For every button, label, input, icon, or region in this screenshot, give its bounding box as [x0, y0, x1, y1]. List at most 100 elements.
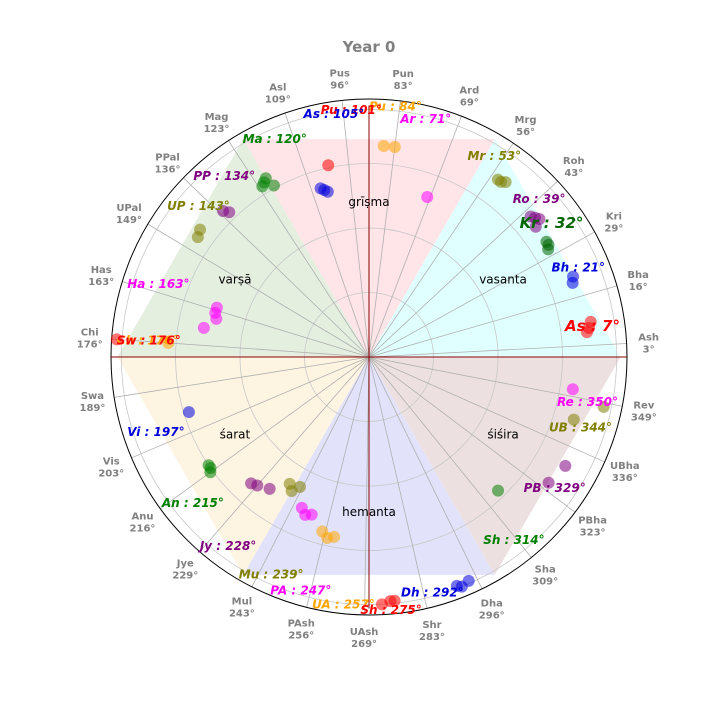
tick-label-name-12: Has	[91, 265, 112, 276]
grid-spoke-17	[199, 356, 370, 552]
tick-label-name-2: Kri	[606, 211, 622, 222]
tick-label-name-15: Vis	[103, 456, 120, 467]
data-point-8-2	[314, 182, 327, 195]
tick-label-degree-9: 123°	[204, 124, 230, 135]
tick-label-name-23: Sha	[535, 565, 556, 576]
tick-label-name-7: Pus	[330, 69, 350, 80]
tick-label-degree-18: 243°	[229, 608, 255, 619]
data-label-7: Pu : 101°	[321, 103, 382, 117]
tick-label-14: Swa 189°	[80, 391, 106, 414]
data-label-5: Ar : 71°	[399, 112, 451, 126]
data-point-19-2	[305, 508, 318, 521]
tick-labels: Ash 3° Bha 16° Kri 29° Roh 43° Mrg 56° Ard 69° Pun 83…	[77, 69, 659, 650]
data-label-6: Pu : 84°	[369, 100, 422, 114]
tick-label-degree-13: 176°	[77, 339, 103, 350]
tick-label-degree-17: 229°	[172, 570, 198, 581]
grid-spoke-19	[306, 356, 370, 608]
data-labels: As : 7° Bh : 21° Kr : 32° Ro : 39° Mr : 53° A…	[117, 100, 620, 617]
tick-label-name-24: PBha	[578, 516, 607, 527]
tick-label-name-8: Asl	[269, 82, 286, 93]
season-label-5: śiśira	[487, 427, 518, 441]
season-sector-5	[369, 357, 621, 575]
data-label-22: Dh : 292°	[401, 585, 464, 599]
tick-label-name-4: Mrg	[515, 115, 537, 126]
season-labels: vasanta grīṣma varṣā śarat hemanta śiśira	[218, 195, 526, 519]
tick-label-degree-19: 256°	[288, 631, 314, 642]
tick-label-4: Mrg 56°	[515, 115, 537, 138]
tick-label-degree-11: 149°	[116, 215, 142, 226]
tick-label-22: Dha 296°	[479, 599, 505, 622]
tick-label-13: Chi 176°	[77, 327, 103, 350]
tick-label-16: Anu 216°	[130, 512, 156, 535]
tick-label-degree-15: 203°	[98, 468, 124, 479]
tick-label-18: Mul 243°	[229, 596, 255, 619]
tick-label-20: UAsh 269°	[350, 627, 379, 650]
tick-label-8: Asl 109°	[265, 82, 291, 105]
tick-label-6: Pun 83°	[392, 69, 414, 92]
grid-spoke-13	[111, 338, 370, 358]
tick-label-name-26: Rev	[633, 400, 654, 411]
tick-label-11: UPal 149°	[116, 203, 142, 226]
tick-label-degree-26: 349°	[631, 412, 657, 423]
data-label-26: Re : 350°	[557, 395, 618, 409]
tick-label-degree-4: 56°	[516, 127, 535, 138]
tick-label-degree-12: 163°	[88, 277, 114, 288]
tick-label-26: Rev 349°	[631, 400, 657, 423]
data-point-3-3	[524, 210, 537, 223]
grid-spoke-10	[183, 177, 370, 358]
tick-label-name-5: Ard	[459, 86, 479, 97]
tick-label-5: Ard 69°	[459, 86, 479, 109]
data-points	[110, 139, 610, 611]
grid-spoke-14	[114, 356, 370, 398]
data-point-15-0	[182, 406, 195, 419]
data-label-1: Bh : 21°	[551, 260, 605, 274]
data-label-24: PB : 329°	[524, 481, 586, 495]
data-label-12: Ha : 163°	[127, 277, 189, 291]
data-label-20: UA : 257°	[312, 597, 375, 611]
tick-label-17: Jye 229°	[172, 558, 198, 581]
tick-label-degree-3: 43°	[564, 168, 583, 179]
chart-title: Year 0	[342, 38, 396, 56]
tick-label-degree-8: 109°	[265, 94, 291, 105]
tick-label-degree-21: 283°	[419, 632, 445, 643]
grid-spoke-1	[368, 285, 618, 358]
grid-spoke-15	[131, 356, 370, 459]
tick-label-name-11: UPal	[116, 203, 141, 214]
data-point-13-0	[162, 336, 175, 349]
tick-label-degree-20: 269°	[351, 639, 377, 650]
data-label-25: UB : 344°	[549, 421, 612, 435]
tick-label-name-14: Swa	[81, 391, 104, 402]
data-label-2: Kr : 32°	[520, 214, 584, 232]
data-point-1-1	[567, 270, 580, 283]
data-point-5-0	[421, 190, 434, 203]
grid-spoke-5	[368, 115, 462, 358]
data-label-0: As : 7°	[564, 317, 620, 335]
tick-label-name-16: Anu	[131, 512, 153, 523]
data-point-2-2	[540, 235, 553, 248]
data-label-18: Mu : 239°	[239, 568, 304, 582]
grid-spoke-3	[368, 180, 558, 358]
data-label-8: As : 105°	[303, 107, 365, 121]
tick-label-15: Vis 203°	[98, 456, 124, 479]
tick-label-name-19: PAsh	[288, 619, 315, 630]
tick-label-name-20: UAsh	[350, 627, 379, 638]
tick-label-23: Sha 309°	[532, 565, 558, 588]
tick-label-1: Bha 16°	[627, 270, 649, 293]
tick-label-12: Has 163°	[88, 265, 114, 288]
season-label-1: grīṣma	[348, 195, 389, 209]
data-label-14: Sw : 176°	[117, 333, 181, 347]
tick-label-name-17: Jye	[176, 558, 194, 569]
tick-label-degree-6: 83°	[394, 81, 413, 92]
data-point-6-0	[388, 141, 401, 154]
tick-label-degree-5: 69°	[460, 98, 479, 109]
tick-label-degree-22: 296°	[479, 611, 505, 622]
data-point-0-2	[584, 315, 597, 328]
season-label-4: hemanta	[342, 505, 396, 519]
tick-label-name-21: Shr	[422, 620, 441, 631]
data-point-17-1	[251, 479, 264, 492]
tick-label-2: Kri 29°	[604, 211, 623, 234]
grid-spoke-26	[368, 356, 623, 407]
grid-spoke-8	[284, 112, 370, 358]
data-point-12-3	[197, 321, 210, 334]
